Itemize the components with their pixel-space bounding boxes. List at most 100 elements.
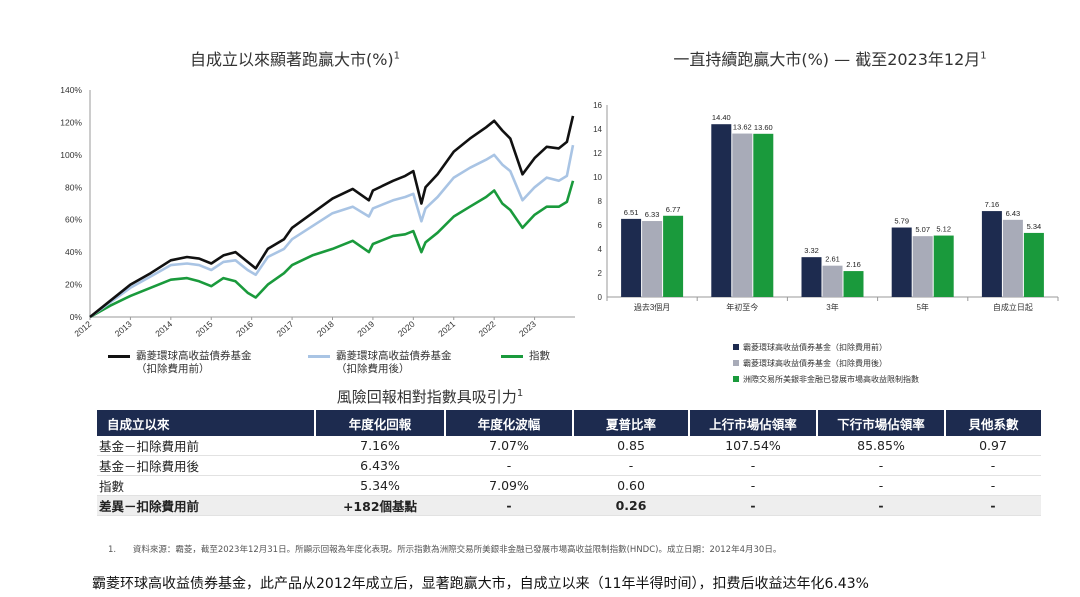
bar-legend-swatch: [733, 376, 739, 382]
table-cell: -: [945, 455, 1041, 476]
table-cell: -: [689, 475, 817, 496]
table-cell: -: [945, 475, 1041, 496]
y-tick-label: 8: [598, 197, 603, 206]
y-tick-label: 20%: [65, 280, 82, 290]
table-row: 指數 5.34% 7.09% 0.60 - - -: [97, 475, 1041, 496]
bar: [981, 211, 1002, 297]
bar: [732, 133, 753, 297]
bar-legend-swatch: [733, 344, 739, 350]
table-row: 基金－扣除費用前 7.16% 7.07% 0.85 107.54% 85.85%…: [97, 436, 1041, 456]
footnote: 1. 資料來源：霸菱，截至2023年12月31日。所顯示回報為年度化表現。所示指…: [108, 543, 781, 555]
table-cell: -: [817, 495, 945, 516]
y-tick-label: 0%: [70, 312, 83, 322]
y-tick-label: 6: [598, 221, 603, 230]
legend-label: 霸菱環球高收益債券基金: [336, 350, 452, 362]
table-cell: -: [445, 455, 573, 476]
table-header: 下行市場佔領率: [816, 410, 945, 436]
table-header-row: 自成立以來 年度化回報 年度化波幅 夏普比率 上行市場佔領率 下行市場佔領率 貝…: [97, 410, 1041, 436]
table-header: 夏普比率: [572, 410, 689, 436]
x-tick-label: 2021: [436, 319, 457, 339]
bar: [642, 221, 663, 297]
table-cell: 基金－扣除費用前: [97, 436, 315, 456]
table-cell: 5.34%: [315, 475, 445, 496]
x-category-label: 3年: [826, 302, 838, 312]
x-tick-label: 2016: [234, 319, 255, 339]
footnote-number: 1.: [108, 545, 117, 555]
y-tick-label: 14: [593, 125, 602, 134]
line-series: [89, 144, 575, 319]
table-cell: 基金－扣除費用後: [97, 455, 315, 476]
bar-legend-item: 霸菱環球高收益債券基金（扣除費用前）: [733, 341, 919, 353]
legend-item-index: 指數: [501, 350, 550, 363]
y-tick-label: 2: [598, 269, 603, 278]
bar: [891, 227, 912, 297]
x-tick-label: 2022: [477, 319, 498, 339]
table-cell: -: [445, 495, 573, 516]
bar: [822, 265, 843, 297]
bar-value-label: 13.62: [733, 123, 752, 132]
x-category-label: 過去3個月: [634, 302, 670, 312]
x-category-label: 年初至今: [726, 302, 758, 312]
period-return-bar-chart: 16 14 12 10 8 6 4 2 0 6.51 6.33 6.77 過去3個月 14.4013.62…: [593, 101, 1059, 312]
table-cell: 7.09%: [445, 475, 573, 496]
risk-return-table-title: 風險回報相對指數具吸引力1: [336, 388, 524, 406]
y-tick-label: 0: [598, 293, 603, 302]
table-cell: -: [689, 495, 817, 516]
bar: [912, 236, 933, 297]
table-cell: 0.85: [573, 436, 689, 456]
legend-sublabel: （扣除費用後）: [336, 363, 410, 375]
table-cell: 0.97: [945, 436, 1041, 456]
table-row: 基金－扣除費用後 6.43% - - - - -: [97, 455, 1041, 476]
bar: [933, 235, 954, 297]
legend-label: 指數: [529, 350, 550, 362]
table-cell: 差異－扣除費用前: [97, 495, 315, 516]
table-cell: 0.60: [573, 475, 689, 496]
table-header: 上行市場佔領率: [688, 410, 817, 436]
table-cell: 7.07%: [445, 436, 573, 456]
x-category-label: 自成立日起: [993, 302, 1033, 312]
bar-value-label: 6.43: [1006, 209, 1021, 218]
legend-swatch-black: [108, 355, 130, 358]
x-tick-label: 2014: [153, 319, 174, 339]
table-cell: 指數: [97, 475, 315, 496]
table-cell: 7.16%: [315, 436, 445, 456]
table-header: 貝他系數: [944, 410, 1041, 436]
cumulative-performance-line-chart: 140%120%100%80%60%40%20%0%2012 2013 2014 20…: [60, 85, 575, 339]
legend-swatch-green: [501, 355, 523, 358]
y-tick-label: 80%: [65, 182, 82, 192]
bar: [753, 133, 774, 297]
y-tick-label: 140%: [60, 85, 82, 95]
risk-return-table: 自成立以來 年度化回報 年度化波幅 夏普比率 上行市場佔領率 下行市場佔領率 貝…: [97, 410, 1041, 516]
bar-value-label: 5.12: [936, 225, 951, 234]
bar-value-label: 5.79: [894, 217, 909, 226]
table-cell: 85.85%: [817, 436, 945, 456]
legend-item-fund-after-fees: 霸菱環球高收益債券基金 （扣除費用後）: [308, 350, 452, 376]
bar-value-label: 5.07: [915, 225, 930, 234]
y-tick-label: 120%: [60, 117, 82, 127]
line-chart-title: 自成立以來顯著跑贏大市(%)1: [189, 50, 401, 69]
y-tick-label: 4: [598, 245, 603, 254]
bar-value-label: 3.32: [804, 246, 819, 255]
table-cell: -: [945, 495, 1041, 516]
x-tick-label: 2015: [194, 319, 215, 339]
table-cell: 6.43%: [315, 455, 445, 476]
bar: [843, 271, 864, 297]
bar-value-label: 7.16: [985, 200, 1000, 209]
bar-legend-swatch: [733, 360, 739, 366]
y-tick-label: 16: [593, 101, 602, 110]
bar-value-label: 2.16: [846, 260, 861, 269]
x-tick-label: 2018: [315, 319, 336, 339]
bar: [1023, 232, 1044, 297]
bar-value-label: 6.77: [666, 205, 681, 214]
bar-chart-legend: 霸菱環球高收益債券基金（扣除費用前） 霸菱環球高收益債券基金（扣除費用後） 洲際…: [733, 341, 919, 385]
legend-item-fund-before-fees: 霸菱環球高收益債券基金 （扣除費用前）: [108, 350, 252, 376]
table-cell: +182個基點: [315, 495, 445, 516]
table-cell: 107.54%: [689, 436, 817, 456]
table-cell: -: [573, 455, 689, 476]
bar: [711, 124, 732, 297]
line-series: [89, 180, 575, 319]
table-cell: -: [817, 475, 945, 496]
x-category-label: 5年: [916, 302, 928, 312]
table-cell: -: [689, 455, 817, 476]
table-row-difference: 差異－扣除費用前 +182個基點 - 0.26 - - -: [97, 495, 1041, 516]
